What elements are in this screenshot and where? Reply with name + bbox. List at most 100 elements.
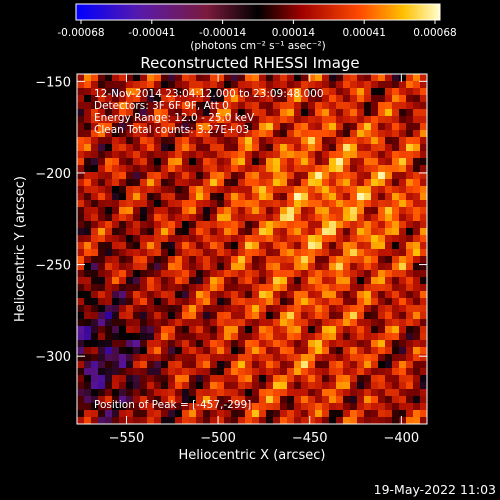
heatmap-cell xyxy=(252,116,260,124)
heatmap-cell xyxy=(168,221,176,229)
heatmap-cell xyxy=(203,319,211,327)
heatmap-cell xyxy=(252,333,260,341)
heatmap-cell xyxy=(203,340,211,348)
heatmap-cell xyxy=(238,354,246,362)
heatmap-cell xyxy=(378,270,386,278)
heatmap-cell xyxy=(420,74,427,82)
heatmap-cell xyxy=(385,389,393,397)
heatmap-cell xyxy=(343,228,351,236)
heatmap-cell xyxy=(203,242,211,250)
heatmap-cell xyxy=(266,179,274,187)
heatmap-cell xyxy=(420,200,427,208)
heatmap-cell xyxy=(322,109,330,117)
heatmap-cell xyxy=(336,340,344,348)
heatmap-cell xyxy=(287,284,295,292)
heatmap-cell xyxy=(133,375,141,383)
heatmap-cell xyxy=(294,263,302,271)
heatmap-cell xyxy=(84,95,92,103)
heatmap-cell xyxy=(217,256,225,264)
heatmap-cell xyxy=(294,193,302,201)
heatmap-cell xyxy=(259,151,267,159)
heatmap-cell xyxy=(224,200,232,208)
heatmap-cell xyxy=(147,221,155,229)
heatmap-cell xyxy=(343,109,351,117)
heatmap-cell xyxy=(350,200,358,208)
heatmap-cell xyxy=(420,165,427,173)
heatmap-cell xyxy=(259,165,267,173)
heatmap-cell xyxy=(364,291,372,299)
heatmap-cell xyxy=(392,326,400,334)
heatmap-cell xyxy=(336,214,344,222)
heatmap-cell xyxy=(343,270,351,278)
heatmap-cell xyxy=(301,235,309,243)
heatmap-cell xyxy=(210,389,218,397)
heatmap-cell xyxy=(259,144,267,152)
heatmap-cell xyxy=(210,305,218,313)
heatmap-cell xyxy=(203,221,211,229)
heatmap-cell xyxy=(77,263,85,271)
heatmap-cell xyxy=(294,95,302,103)
heatmap-cell xyxy=(350,116,358,124)
heatmap-cell xyxy=(406,235,414,243)
heatmap-cell xyxy=(294,396,302,404)
heatmap-cell xyxy=(161,207,169,215)
heatmap-cell xyxy=(259,256,267,264)
heatmap-cell xyxy=(217,298,225,306)
heatmap-cell xyxy=(252,151,260,159)
heatmap-cell xyxy=(406,270,414,278)
heatmap-cell xyxy=(287,396,295,404)
heatmap-cell xyxy=(77,130,85,138)
heatmap-cell xyxy=(413,130,421,138)
heatmap-cell xyxy=(203,235,211,243)
heatmap-cell xyxy=(280,179,288,187)
heatmap-cell xyxy=(315,277,323,285)
heatmap-cell xyxy=(308,340,316,348)
heatmap-cell xyxy=(126,403,134,411)
heatmap-cell xyxy=(350,333,358,341)
heatmap-cell xyxy=(315,151,323,159)
heatmap-cell xyxy=(133,298,141,306)
heatmap-cell xyxy=(224,74,232,82)
heatmap-cell xyxy=(308,354,316,362)
heatmap-cell xyxy=(294,123,302,131)
heatmap-cell xyxy=(371,375,379,383)
heatmap-cell xyxy=(147,116,155,124)
heatmap-cell xyxy=(133,172,141,180)
heatmap-cell xyxy=(105,340,113,348)
heatmap-cell xyxy=(126,375,134,383)
heatmap-cell xyxy=(406,326,414,334)
heatmap-cell xyxy=(91,389,99,397)
heatmap-cell xyxy=(378,221,386,229)
heatmap-cell xyxy=(168,270,176,278)
heatmap-cell xyxy=(294,249,302,257)
heatmap-cell xyxy=(315,417,323,424)
heatmap-cell xyxy=(238,151,246,159)
heatmap-cell xyxy=(196,95,204,103)
heatmap-cell xyxy=(203,389,211,397)
heatmap-cell xyxy=(420,235,427,243)
heatmap-cell xyxy=(126,193,134,201)
heatmap-cell xyxy=(357,95,365,103)
heatmap-cell xyxy=(287,151,295,159)
heatmap-cell xyxy=(98,102,106,110)
heatmap-cell xyxy=(203,277,211,285)
heatmap-cell xyxy=(238,207,246,215)
heatmap-cell xyxy=(84,305,92,313)
heatmap-cell xyxy=(231,221,239,229)
heatmap-cell xyxy=(322,277,330,285)
heatmap-cell xyxy=(91,305,99,313)
heatmap-cell xyxy=(77,207,85,215)
heatmap-cell xyxy=(266,396,274,404)
heatmap-cell xyxy=(322,172,330,180)
heatmap-cell xyxy=(217,144,225,152)
heatmap-cell xyxy=(287,382,295,390)
heatmap-cell xyxy=(119,284,127,292)
heatmap-cell xyxy=(119,347,127,355)
heatmap-cell xyxy=(196,109,204,117)
heatmap-cell xyxy=(140,298,148,306)
heatmap-cell xyxy=(140,340,148,348)
heatmap-cell xyxy=(392,81,400,89)
heatmap-cell xyxy=(308,172,316,180)
heatmap-cell xyxy=(154,165,162,173)
heatmap-cell xyxy=(350,123,358,131)
